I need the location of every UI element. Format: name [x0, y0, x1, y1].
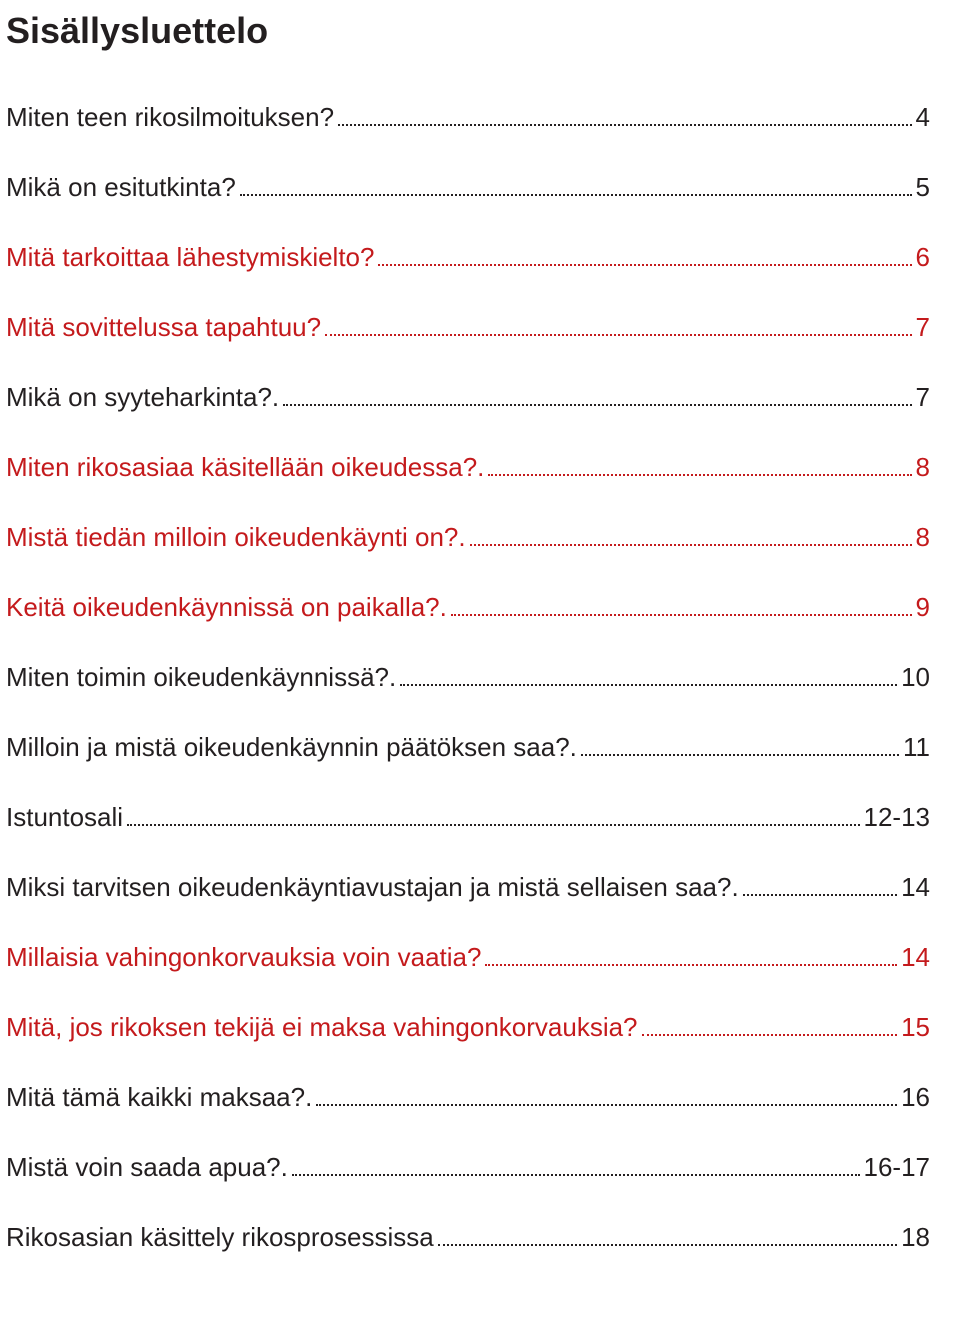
toc-leader-dots: [400, 684, 897, 686]
toc-entry: Mitä tämä kaikki maksaa?. 16: [6, 1082, 930, 1113]
toc-entry: Keitä oikeudenkäynnissä on paikalla?. 9: [6, 592, 930, 623]
table-of-contents: Miten teen rikosilmoituksen? 4 Mikä on esi…: [6, 102, 930, 1253]
toc-entry-label: Mikä on syyteharkinta?.: [6, 382, 279, 413]
toc-leader-dots: [485, 964, 897, 966]
toc-entry: Mitä, jos rikoksen tekijä ei maksa vahin…: [6, 1012, 930, 1043]
toc-entry-page: 10: [901, 662, 930, 693]
toc-entry-page: 15: [901, 1012, 930, 1043]
toc-entry-page: 8: [916, 522, 930, 553]
toc-entry-page: 5: [916, 172, 930, 203]
document-page: Sisällysluettelo Miten teen rikosilmoitu…: [0, 0, 960, 1331]
toc-entry-page: 16-17: [864, 1152, 931, 1183]
toc-entry: Miten teen rikosilmoituksen? 4: [6, 102, 930, 133]
toc-entry-label: Miten toimin oikeudenkäynnissä?.: [6, 662, 396, 693]
toc-entry: Millaisia vahingonkorvauksia voin vaatia…: [6, 942, 930, 973]
toc-entry: Miten rikosasiaa käsitellään oikeudessa?…: [6, 452, 930, 483]
toc-entry: Istuntosali 12-13: [6, 802, 930, 833]
toc-leader-dots: [470, 544, 912, 546]
toc-entry-label: Mitä sovittelussa tapahtuu?: [6, 312, 321, 343]
toc-entry-label: Mikä on esitutkinta?: [6, 172, 236, 203]
toc-leader-dots: [451, 614, 912, 616]
page-title: Sisällysluettelo: [6, 10, 930, 52]
toc-leader-dots: [316, 1104, 897, 1106]
toc-entry-page: 6: [916, 242, 930, 273]
toc-entry-page: 18: [901, 1222, 930, 1253]
toc-entry-page: 14: [901, 872, 930, 903]
toc-entry-label: Mistä voin saada apua?.: [6, 1152, 288, 1183]
toc-entry: Rikosasian käsittely rikosprosessissa 18: [6, 1222, 930, 1253]
toc-entry: Mistä tiedän milloin oikeudenkäynti on?.…: [6, 522, 930, 553]
toc-leader-dots: [743, 894, 897, 896]
toc-entry-page: 4: [916, 102, 930, 133]
toc-entry-label: Millaisia vahingonkorvauksia voin vaatia…: [6, 942, 481, 973]
toc-entry-label: Mitä tämä kaikki maksaa?.: [6, 1082, 312, 1113]
toc-entry: Mistä voin saada apua?. 16-17: [6, 1152, 930, 1183]
toc-leader-dots: [642, 1034, 898, 1036]
toc-entry-page: 14: [901, 942, 930, 973]
toc-entry-page: 8: [916, 452, 930, 483]
toc-entry: Mikä on esitutkinta? 5: [6, 172, 930, 203]
toc-entry-page: 16: [901, 1082, 930, 1113]
toc-entry-page: 12-13: [864, 802, 931, 833]
toc-leader-dots: [338, 124, 911, 126]
toc-entry: Miksi tarvitsen oikeudenkäyntiavustajan …: [6, 872, 930, 903]
toc-leader-dots: [488, 474, 911, 476]
toc-entry-page: 11: [903, 732, 930, 763]
toc-entry-page: 7: [916, 312, 930, 343]
toc-entry-page: 9: [916, 592, 930, 623]
toc-leader-dots: [240, 194, 912, 196]
toc-entry-label: Keitä oikeudenkäynnissä on paikalla?.: [6, 592, 447, 623]
toc-leader-dots: [378, 264, 911, 266]
toc-leader-dots: [581, 754, 899, 756]
toc-leader-dots: [438, 1244, 897, 1246]
toc-entry: Milloin ja mistä oikeudenkäynnin päätöks…: [6, 732, 930, 763]
toc-leader-dots: [127, 824, 859, 826]
toc-entry-label: Mistä tiedän milloin oikeudenkäynti on?.: [6, 522, 466, 553]
toc-leader-dots: [325, 334, 911, 336]
toc-entry: Mitä tarkoittaa lähestymiskielto? 6: [6, 242, 930, 273]
toc-entry-label: Mitä, jos rikoksen tekijä ei maksa vahin…: [6, 1012, 638, 1043]
toc-entry: Mikä on syyteharkinta?. 7: [6, 382, 930, 413]
toc-entry-label: Miten teen rikosilmoituksen?: [6, 102, 334, 133]
toc-entry-label: Istuntosali: [6, 802, 123, 833]
toc-entry-label: Miksi tarvitsen oikeudenkäyntiavustajan …: [6, 872, 739, 903]
toc-entry-label: Milloin ja mistä oikeudenkäynnin päätöks…: [6, 732, 577, 763]
toc-entry-label: Miten rikosasiaa käsitellään oikeudessa?…: [6, 452, 484, 483]
toc-entry-label: Rikosasian käsittely rikosprosessissa: [6, 1222, 434, 1253]
toc-entry-page: 7: [916, 382, 930, 413]
toc-entry: Miten toimin oikeudenkäynnissä?. 10: [6, 662, 930, 693]
toc-entry-label: Mitä tarkoittaa lähestymiskielto?: [6, 242, 374, 273]
toc-leader-dots: [292, 1174, 860, 1176]
toc-leader-dots: [283, 404, 911, 406]
toc-entry: Mitä sovittelussa tapahtuu? 7: [6, 312, 930, 343]
